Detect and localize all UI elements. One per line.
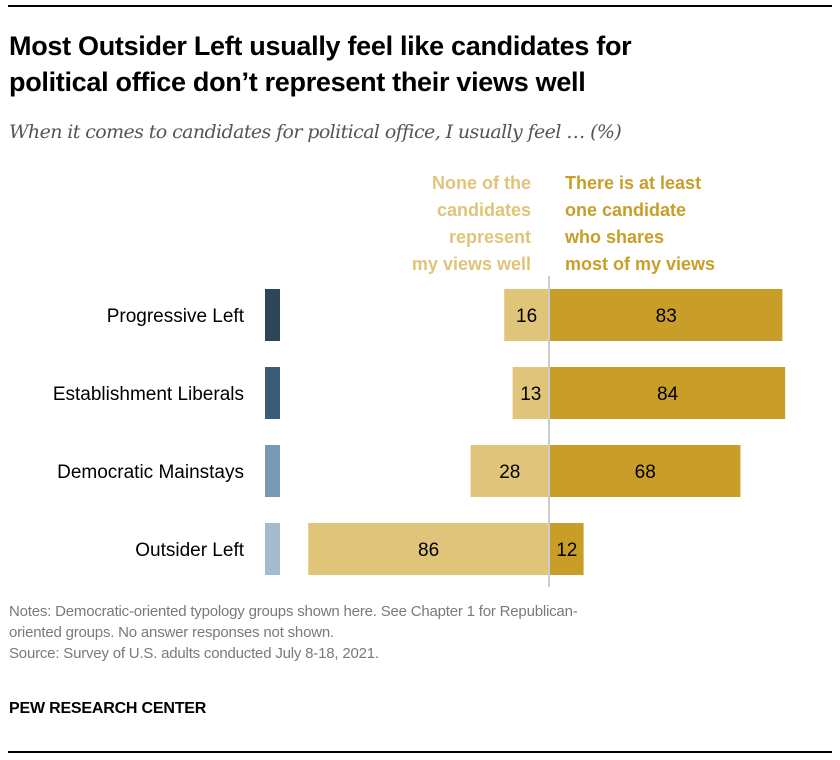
bar-one-candidate <box>550 367 786 419</box>
bar-none-represent <box>308 523 549 575</box>
bar-one-candidate <box>550 289 783 341</box>
category-swatch <box>265 367 280 419</box>
legend-none-represent: None of the candidates represent my view… <box>412 170 531 278</box>
diverging-bar-chart: Progressive Left 16 83 Establishment Libera… <box>53 276 786 587</box>
source-line: Source: Survey of U.S. adults conducted … <box>9 645 379 662</box>
chart-subtitle: When it comes to candidates for politica… <box>9 121 622 143</box>
top-rule <box>8 5 832 7</box>
bar-none-represent <box>504 289 549 341</box>
value-label-none-represent: 13 <box>520 384 541 405</box>
legend-one-candidate-shares: There is at least one candidate who shar… <box>565 170 715 278</box>
category-label: Progressive Left <box>107 306 245 327</box>
bar-one-candidate <box>550 445 741 497</box>
value-label-one-candidate: 68 <box>635 462 656 483</box>
bar-none-represent <box>470 445 549 497</box>
category-label: Outsider Left <box>135 540 244 561</box>
legend-right-line: one candidate <box>565 200 687 220</box>
value-label-one-candidate: 83 <box>656 306 677 327</box>
legend-right-line: who shares <box>565 227 665 247</box>
value-label-none-represent: 86 <box>418 540 439 561</box>
legend-left-line: represent <box>448 227 531 247</box>
title-line-1: Most Outsider Left usually feel like can… <box>9 31 632 61</box>
brand-logo-text: PEW RESEARCH CENTER <box>9 700 207 717</box>
bar-none-represent <box>512 367 549 419</box>
category-swatch <box>265 523 280 575</box>
legend-right-line: most of my views <box>565 254 716 274</box>
notes-line-2: oriented groups. No answer responses not… <box>9 624 334 641</box>
notes: Notes: Democratic-oriented typology grou… <box>9 601 829 664</box>
notes-line-1: Notes: Democratic-oriented typology grou… <box>9 603 578 620</box>
chart-title: Most Outsider Left usually feel like can… <box>9 28 829 100</box>
category-swatch <box>265 289 280 341</box>
value-label-one-candidate: 12 <box>556 540 577 561</box>
bar-one-candidate <box>550 523 584 575</box>
value-label-none-represent: 28 <box>499 462 520 483</box>
legend-left-line: candidates <box>436 200 531 220</box>
title-line-2: political office don’t represent their v… <box>9 67 586 97</box>
legend-right-line: There is at least <box>565 173 702 193</box>
value-label-none-represent: 16 <box>516 306 537 327</box>
category-label: Democratic Mainstays <box>57 462 244 483</box>
legend-left-line: None of the <box>432 173 531 193</box>
value-label-one-candidate: 84 <box>657 384 679 405</box>
category-label: Establishment Liberals <box>53 384 244 405</box>
category-swatch <box>265 445 280 497</box>
bottom-rule <box>8 751 832 753</box>
legend-left-line: my views well <box>411 254 531 274</box>
